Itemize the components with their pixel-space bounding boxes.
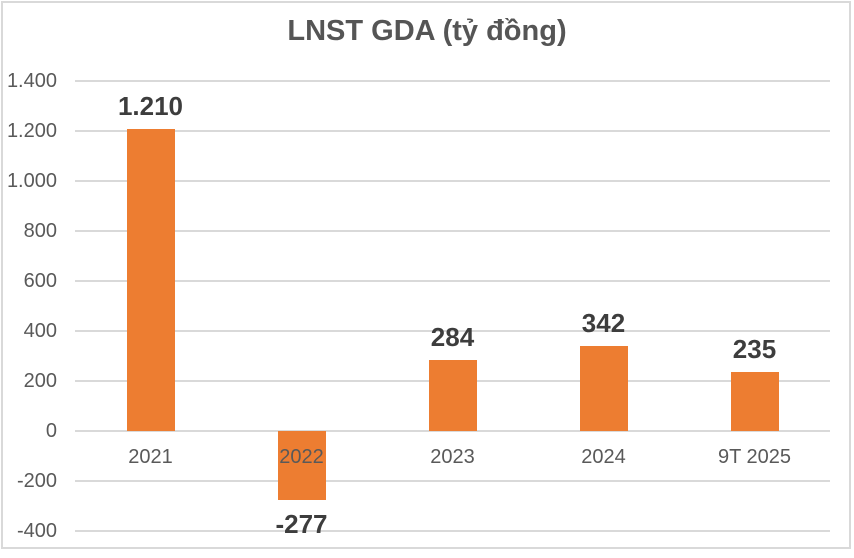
y-axis-tick-label: 1.200 [6,120,57,142]
bar-value-label: 284 [430,322,475,352]
y-axis-tick-label: 1.400 [6,70,57,92]
y-axis-tick-label: 400 [23,320,57,342]
bar-value-label: 1.210 [117,90,184,121]
x-axis-label: 9T 2025 [717,446,792,468]
gridline [75,530,830,532]
y-axis-tick-label: 800 [23,220,57,242]
bar-value-label: 342 [581,307,626,338]
x-axis-label: 2023 [430,446,475,468]
y-axis-tick-label: 600 [23,270,57,292]
y-axis-tick-label: 1.000 [6,170,57,192]
bar [126,128,175,431]
gridline [75,280,830,282]
gridline [75,230,830,232]
bar-value-label: -277 [275,509,328,540]
x-axis-label: 2021 [128,446,173,468]
gridline [75,330,830,332]
chart-title: LNST GDA (tỷ đồng) [287,15,567,47]
bar-value-label: 235 [732,334,777,365]
y-axis-tick-label: 200 [23,370,57,392]
y-axis-tick-label: 0 [45,420,57,442]
bar [277,431,326,501]
gridline [75,180,830,182]
bar [428,360,477,431]
gridline [75,430,830,432]
x-axis-label: 2022 [279,446,324,468]
bar [579,345,628,431]
x-axis-label: 2024 [581,446,626,468]
gridline [75,130,830,132]
gridline [75,80,830,82]
y-axis-tick-label: -400 [16,520,57,542]
y-axis-tick-label: -200 [16,470,57,492]
bar [730,372,779,431]
gridline [75,480,830,482]
